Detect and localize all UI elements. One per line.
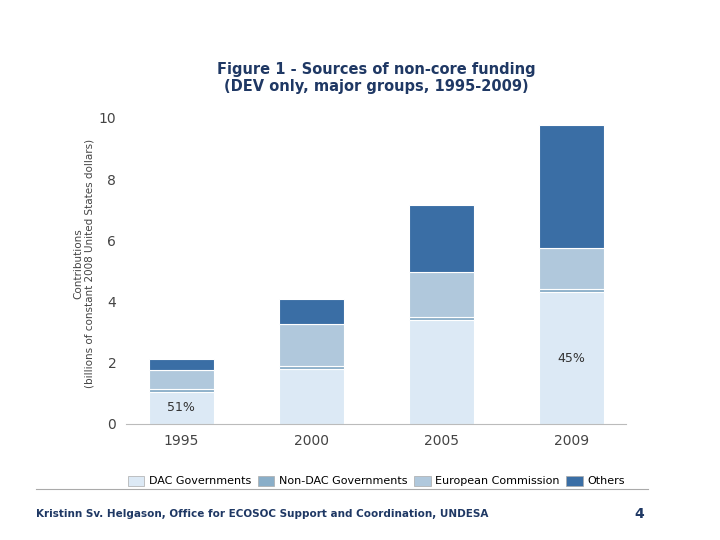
Text: (a): (a) bbox=[46, 28, 71, 45]
Text: 51%: 51% bbox=[167, 401, 195, 415]
Bar bbox=[539, 125, 603, 248]
Bar bbox=[279, 299, 343, 325]
Bar bbox=[149, 392, 214, 424]
Bar bbox=[149, 389, 214, 392]
Text: 4: 4 bbox=[634, 507, 644, 521]
Bar bbox=[279, 325, 343, 366]
Bar bbox=[279, 369, 343, 424]
Bar bbox=[149, 370, 214, 389]
Legend: DAC Governments, Non-DAC Governments, European Commission, Others: DAC Governments, Non-DAC Governments, Eu… bbox=[123, 471, 629, 491]
Bar bbox=[409, 205, 474, 273]
Bar bbox=[409, 272, 474, 317]
Text: Economic &: Economic & bbox=[665, 31, 709, 39]
Bar bbox=[409, 317, 474, 320]
Bar bbox=[539, 292, 603, 424]
Text: Social  Affairs: Social Affairs bbox=[683, 217, 691, 269]
Bar bbox=[149, 359, 214, 370]
Text: 45%: 45% bbox=[557, 352, 585, 365]
Bar bbox=[539, 289, 603, 292]
Bar bbox=[539, 248, 603, 289]
Y-axis label: Contributions
(billions of constant 2008 United States dollars): Contributions (billions of constant 2008… bbox=[73, 139, 94, 388]
Text: Contributions: Contributions bbox=[102, 27, 251, 46]
Text: Kristinn Sv. Helgason, Office for ECOSOC Support and Coordination, UNDESA: Kristinn Sv. Helgason, Office for ECOSOC… bbox=[36, 509, 488, 519]
Bar bbox=[409, 320, 474, 424]
Bar bbox=[279, 366, 343, 369]
Title: Figure 1 - Sources of non-core funding
(DEV only, major groups, 1995-2009): Figure 1 - Sources of non-core funding (… bbox=[217, 62, 536, 94]
